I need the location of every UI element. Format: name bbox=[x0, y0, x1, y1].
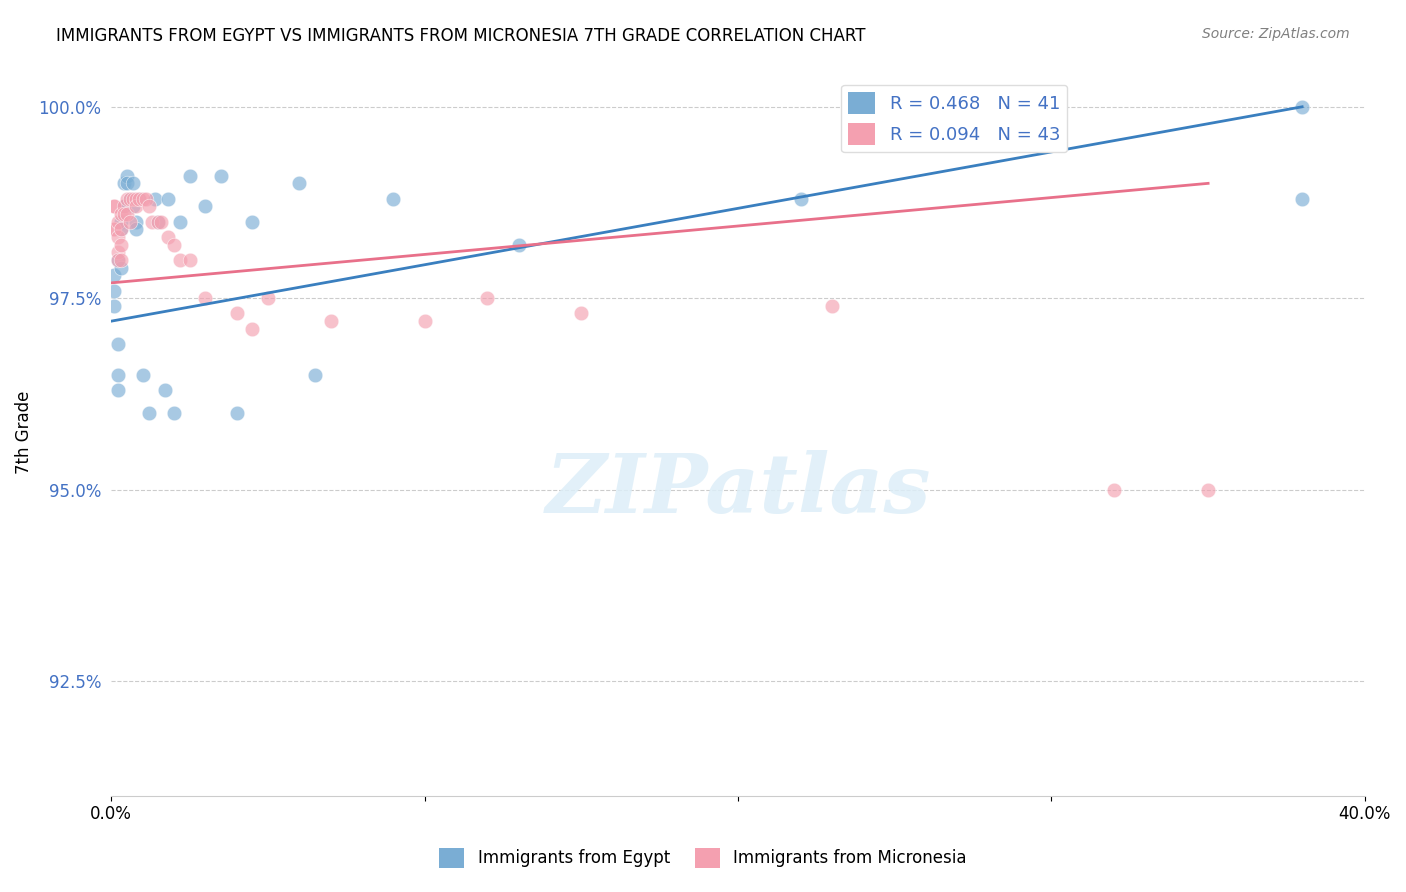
Point bbox=[138, 406, 160, 420]
Point bbox=[107, 368, 129, 382]
Point bbox=[1197, 483, 1219, 497]
Point bbox=[112, 199, 135, 213]
Point bbox=[103, 222, 125, 236]
Point bbox=[103, 268, 125, 283]
Legend: Immigrants from Egypt, Immigrants from Micronesia: Immigrants from Egypt, Immigrants from M… bbox=[433, 841, 973, 875]
Point bbox=[125, 222, 148, 236]
Point bbox=[1291, 192, 1313, 206]
Point bbox=[163, 406, 186, 420]
Point bbox=[128, 192, 150, 206]
Point bbox=[148, 214, 170, 228]
Point bbox=[120, 192, 142, 206]
Point bbox=[103, 284, 125, 298]
Point bbox=[169, 214, 191, 228]
Point bbox=[107, 383, 129, 397]
Point bbox=[107, 337, 129, 351]
Point bbox=[103, 199, 125, 213]
Point bbox=[790, 192, 813, 206]
Point bbox=[122, 199, 145, 213]
Point bbox=[115, 177, 138, 191]
Y-axis label: 7th Grade: 7th Grade bbox=[15, 391, 32, 474]
Point bbox=[110, 207, 132, 221]
Point bbox=[163, 237, 186, 252]
Point bbox=[107, 214, 129, 228]
Point bbox=[156, 192, 179, 206]
Point bbox=[135, 192, 157, 206]
Point bbox=[103, 222, 125, 236]
Point bbox=[107, 245, 129, 260]
Point bbox=[179, 169, 201, 183]
Point bbox=[122, 177, 145, 191]
Point bbox=[821, 299, 844, 313]
Point bbox=[115, 169, 138, 183]
Point bbox=[225, 306, 247, 320]
Point bbox=[115, 207, 138, 221]
Point bbox=[1291, 100, 1313, 114]
Point bbox=[319, 314, 342, 328]
Point bbox=[569, 306, 592, 320]
Point bbox=[240, 322, 263, 336]
Point bbox=[112, 199, 135, 213]
Point bbox=[110, 222, 132, 236]
Point bbox=[1102, 483, 1125, 497]
Point bbox=[150, 214, 173, 228]
Legend: R = 0.468   N = 41, R = 0.094   N = 43: R = 0.468 N = 41, R = 0.094 N = 43 bbox=[841, 85, 1067, 153]
Point bbox=[112, 177, 135, 191]
Point bbox=[141, 214, 163, 228]
Point bbox=[120, 214, 142, 228]
Point bbox=[131, 368, 153, 382]
Point bbox=[148, 214, 170, 228]
Point bbox=[125, 199, 148, 213]
Point bbox=[143, 192, 166, 206]
Point bbox=[125, 192, 148, 206]
Point bbox=[110, 237, 132, 252]
Point bbox=[110, 214, 132, 228]
Point bbox=[508, 237, 530, 252]
Point bbox=[304, 368, 326, 382]
Text: Source: ZipAtlas.com: Source: ZipAtlas.com bbox=[1202, 27, 1350, 41]
Point bbox=[112, 207, 135, 221]
Point bbox=[194, 291, 217, 305]
Point bbox=[103, 199, 125, 213]
Point bbox=[169, 252, 191, 267]
Point bbox=[115, 192, 138, 206]
Point bbox=[477, 291, 499, 305]
Point bbox=[288, 177, 311, 191]
Point bbox=[110, 252, 132, 267]
Point bbox=[156, 230, 179, 244]
Point bbox=[107, 252, 129, 267]
Point bbox=[209, 169, 232, 183]
Point bbox=[413, 314, 436, 328]
Point bbox=[153, 383, 176, 397]
Text: IMMIGRANTS FROM EGYPT VS IMMIGRANTS FROM MICRONESIA 7TH GRADE CORRELATION CHART: IMMIGRANTS FROM EGYPT VS IMMIGRANTS FROM… bbox=[56, 27, 866, 45]
Point bbox=[138, 199, 160, 213]
Point bbox=[194, 199, 217, 213]
Point bbox=[110, 222, 132, 236]
Point bbox=[120, 192, 142, 206]
Point bbox=[257, 291, 280, 305]
Text: ZIPatlas: ZIPatlas bbox=[546, 450, 931, 531]
Point bbox=[112, 199, 135, 213]
Point bbox=[131, 192, 153, 206]
Point bbox=[107, 252, 129, 267]
Point bbox=[125, 214, 148, 228]
Point bbox=[179, 252, 201, 267]
Point bbox=[128, 192, 150, 206]
Point bbox=[110, 260, 132, 275]
Point bbox=[107, 230, 129, 244]
Point bbox=[240, 214, 263, 228]
Point bbox=[103, 299, 125, 313]
Point bbox=[225, 406, 247, 420]
Point bbox=[382, 192, 405, 206]
Point bbox=[122, 192, 145, 206]
